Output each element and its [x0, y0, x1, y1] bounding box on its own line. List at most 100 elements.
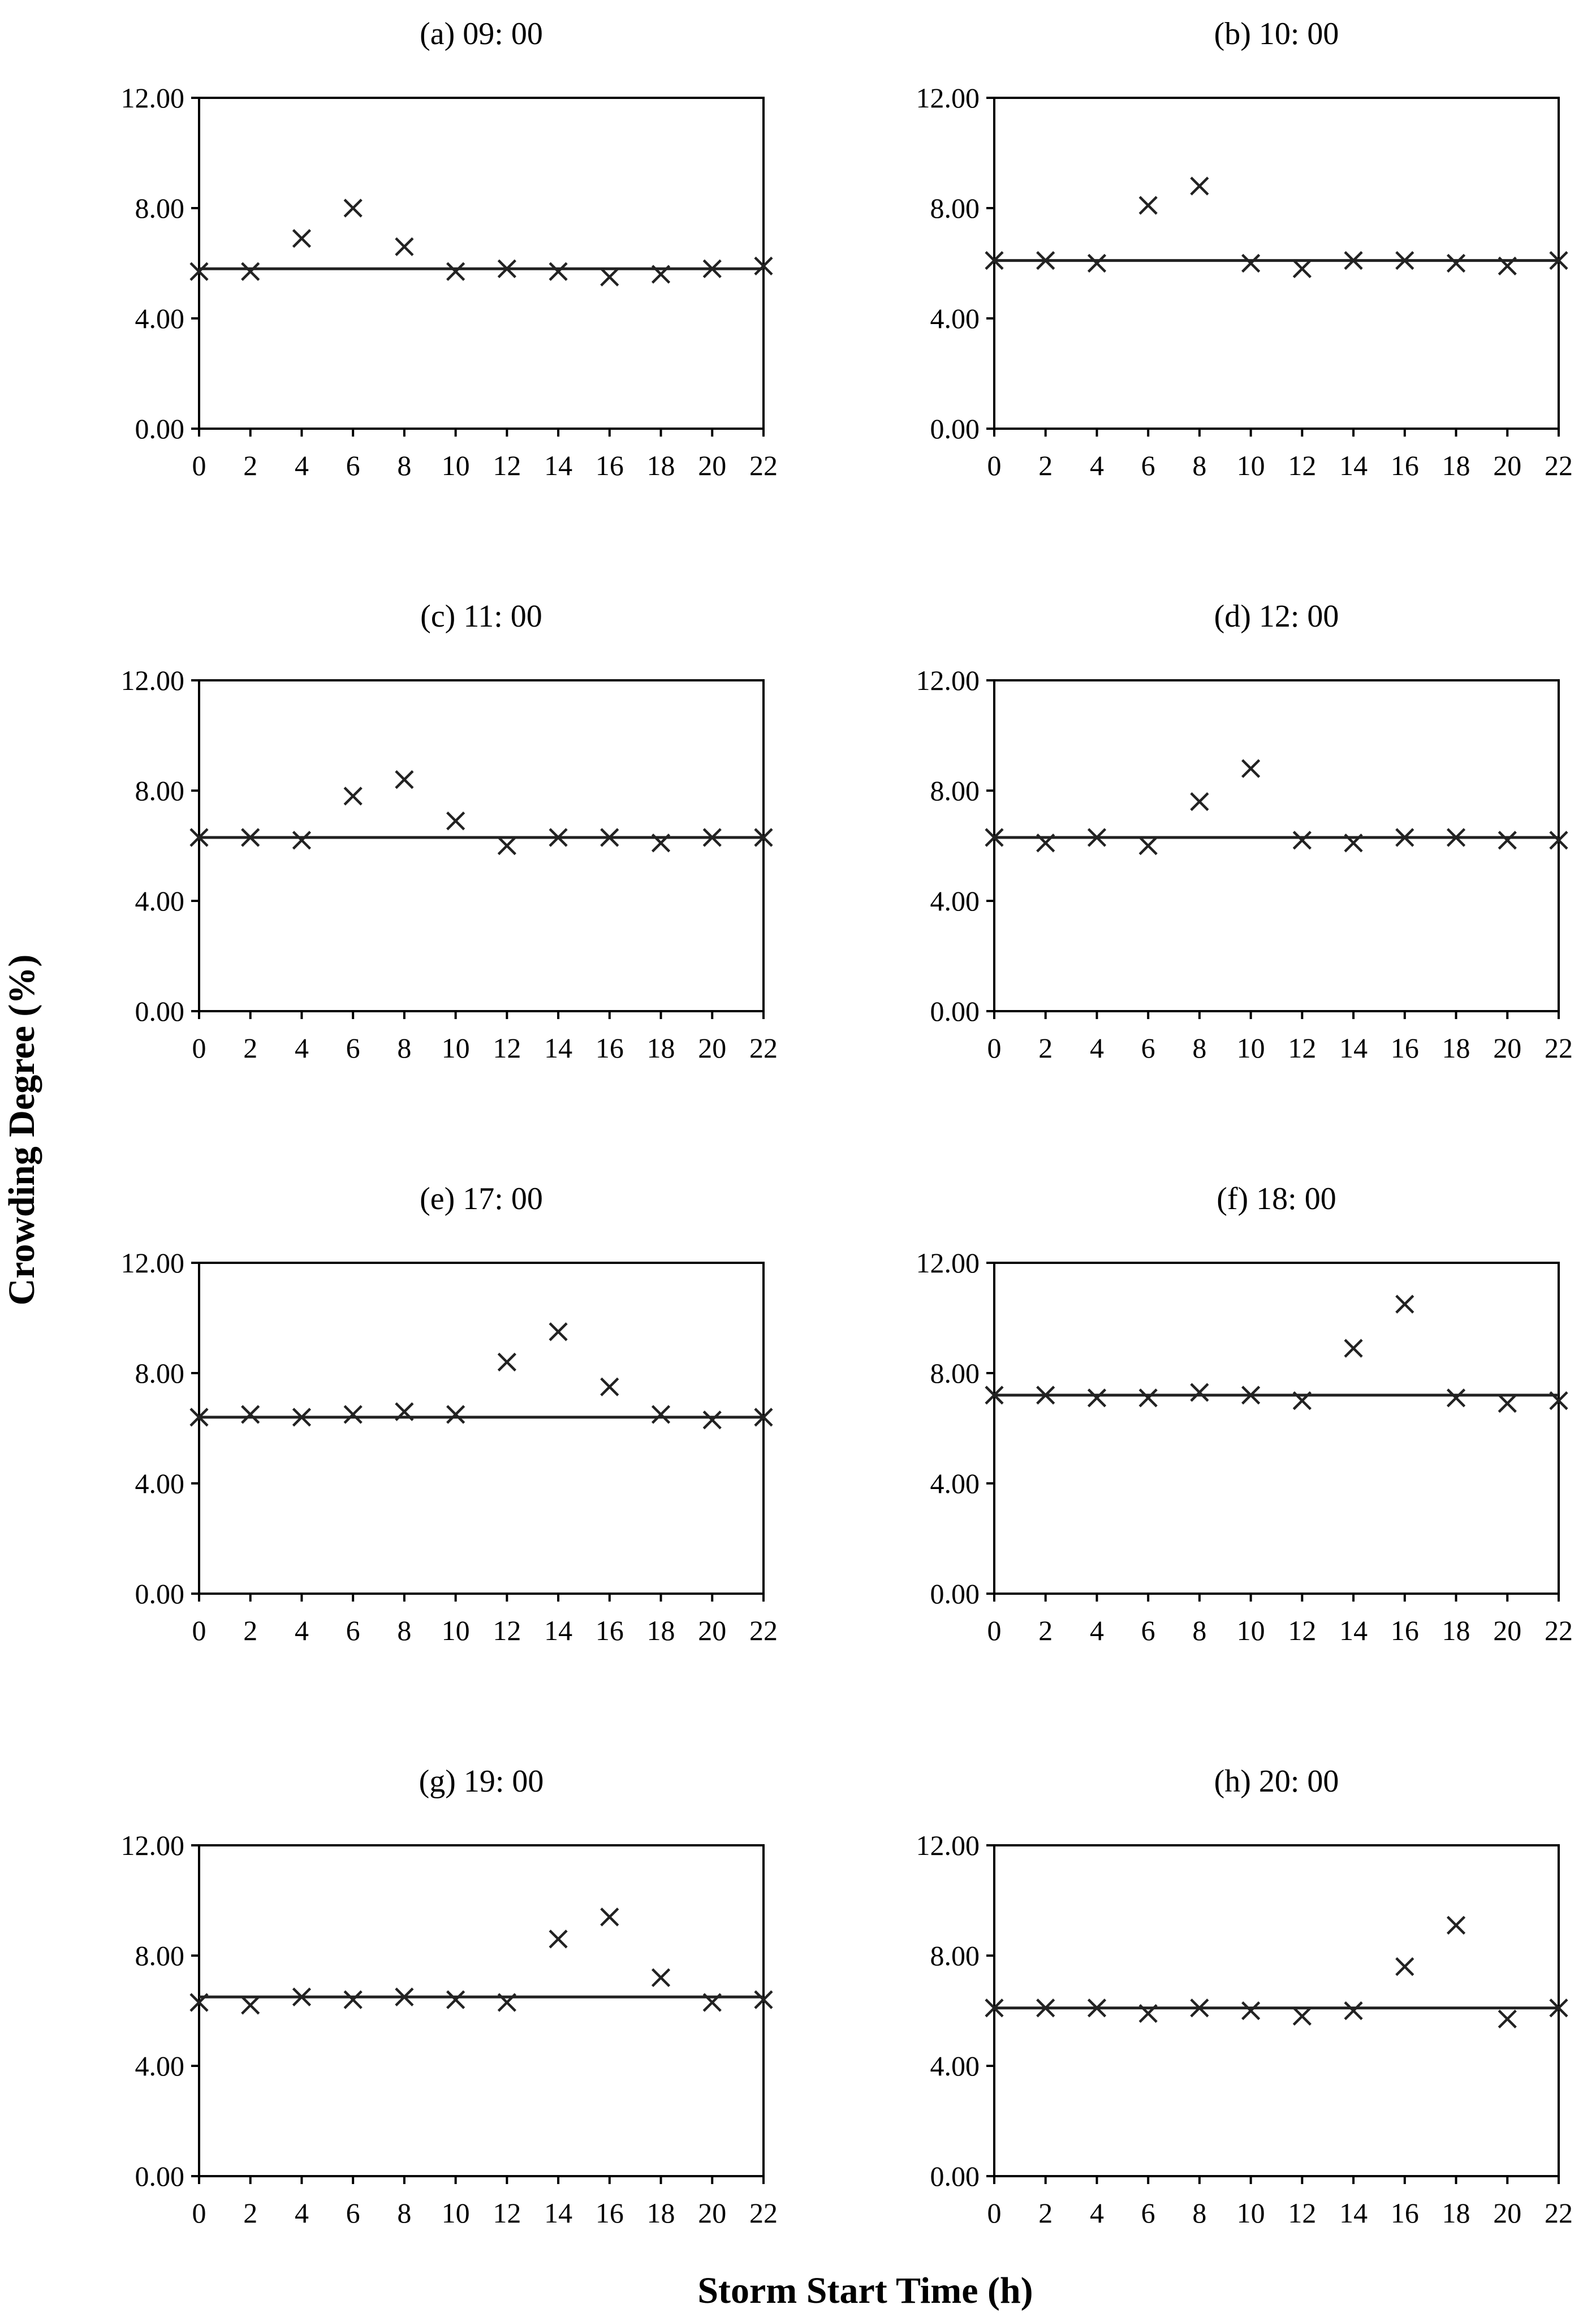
data-point-stroke — [1446, 1915, 1466, 1935]
plot-frame — [993, 1262, 1560, 1595]
x-tick-label: 18 — [1442, 1615, 1470, 1646]
data-point — [1190, 176, 1209, 196]
data-point-stroke — [651, 1405, 671, 1424]
x-tick-label: 20 — [698, 2197, 726, 2229]
data-point-stroke — [754, 1990, 773, 2009]
data-point-stroke — [1241, 759, 1261, 778]
x-tick-label: 4 — [295, 2197, 309, 2229]
x-tick-label: 16 — [596, 450, 624, 481]
x-tick-label: 2 — [243, 1032, 257, 1064]
y-tick-label: 4.00 — [135, 885, 185, 917]
x-tick-label: 10 — [1237, 1615, 1265, 1646]
x-tick-label: 0 — [987, 1615, 1002, 1646]
panel-title: (a) 09: 00 — [420, 16, 543, 51]
data-point — [754, 828, 773, 847]
chart-panel-2: (c) 11: 00 0.00 4.00 8.00 12.00 0 2 4 6 8 10 12 14 16… — [121, 599, 778, 1064]
x-tick-label: 6 — [346, 450, 360, 481]
data-point-stroke — [497, 259, 516, 278]
x-tick-label: 10 — [442, 2197, 470, 2229]
x-tick-label: 20 — [1493, 1615, 1521, 1646]
x-tick-label: 10 — [1237, 2197, 1265, 2229]
data-point-stroke — [241, 1405, 260, 1424]
x-tick-label: 18 — [1442, 2197, 1470, 2229]
x-tick-label: 4 — [1090, 1032, 1104, 1064]
data-point-stroke — [1241, 253, 1261, 273]
y-tick-label: 0.00 — [930, 1578, 980, 1609]
y-tick-label: 12.00 — [121, 664, 185, 696]
data-point — [1446, 828, 1466, 847]
data-point — [1344, 251, 1363, 270]
y-tick-label: 12.00 — [121, 82, 185, 114]
data-point — [1241, 2001, 1261, 2021]
data-point — [1292, 831, 1312, 850]
plot-frame — [993, 1844, 1560, 2177]
data-point — [1498, 256, 1517, 275]
data-point — [1241, 1386, 1261, 1405]
data-point — [1190, 1383, 1209, 1402]
data-point — [1190, 792, 1209, 812]
panel-title: (c) 11: 00 — [420, 599, 542, 634]
x-tick-label: 12 — [493, 450, 521, 481]
data-point-stroke — [1292, 831, 1312, 850]
data-point-stroke — [1036, 251, 1055, 270]
panel-title: (h) 20: 00 — [1214, 1764, 1339, 1799]
data-point — [1036, 834, 1055, 853]
data-point-stroke — [754, 1408, 773, 1427]
data-point — [241, 1996, 260, 2015]
x-axis-title: Storm Start Time (h) — [697, 2270, 1033, 2311]
data-point — [1138, 196, 1158, 215]
data-point-stroke — [1087, 1999, 1107, 2018]
data-point — [189, 1408, 209, 1427]
data-point — [1344, 1339, 1363, 1358]
data-point-stroke — [1446, 253, 1466, 273]
data-point — [343, 787, 363, 806]
x-tick-label: 18 — [1442, 450, 1470, 481]
data-point-stroke — [292, 229, 312, 248]
data-point-stroke — [343, 198, 363, 218]
data-point-stroke — [497, 1352, 516, 1372]
data-point-stroke — [446, 812, 465, 831]
data-point-stroke — [292, 831, 312, 850]
x-tick-label: 20 — [1493, 1032, 1521, 1064]
data-point-stroke — [343, 1405, 363, 1424]
x-tick-label: 6 — [1141, 2197, 1155, 2229]
data-point-stroke — [1344, 834, 1363, 853]
data-point — [1549, 831, 1568, 850]
data-point-stroke — [754, 828, 773, 847]
y-tick-label: 4.00 — [135, 303, 185, 334]
data-point-stroke — [1036, 1999, 1055, 2018]
y-tick-label: 0.00 — [930, 413, 980, 445]
data-point — [1344, 2001, 1363, 2021]
x-tick-label: 16 — [1391, 1615, 1419, 1646]
data-point-stroke — [651, 265, 671, 284]
data-point-stroke — [985, 828, 1004, 847]
data-point — [985, 1386, 1004, 1405]
x-tick-label: 4 — [295, 1032, 309, 1064]
data-point — [600, 1908, 619, 1927]
y-tick-label: 12.00 — [916, 1247, 980, 1279]
x-tick-label: 8 — [1192, 1032, 1206, 1064]
y-tick-label: 0.00 — [930, 2160, 980, 2192]
panel-title: (b) 10: 00 — [1214, 16, 1339, 51]
data-point-stroke — [1395, 251, 1414, 270]
panel-title: (g) 19: 00 — [419, 1764, 544, 1799]
data-point — [241, 828, 260, 847]
data-point — [1138, 1388, 1158, 1408]
x-tick-label: 0 — [192, 1032, 206, 1064]
data-point — [1498, 1394, 1517, 1413]
x-tick-label: 22 — [1545, 1032, 1573, 1064]
data-point — [1138, 2004, 1158, 2023]
data-point-stroke — [446, 262, 465, 281]
data-point — [497, 836, 516, 856]
x-tick-label: 12 — [1288, 1615, 1316, 1646]
data-point-stroke — [1549, 831, 1568, 850]
data-point-stroke — [446, 1405, 465, 1424]
data-point-stroke — [189, 1993, 209, 2012]
x-tick-label: 12 — [1288, 450, 1316, 481]
data-point-stroke — [1549, 1999, 1568, 2018]
data-point — [1446, 1915, 1466, 1935]
x-tick-label: 16 — [596, 1032, 624, 1064]
y-tick-label: 12.00 — [121, 1829, 185, 1861]
x-tick-label: 0 — [987, 1032, 1002, 1064]
x-tick-label: 20 — [1493, 450, 1521, 481]
